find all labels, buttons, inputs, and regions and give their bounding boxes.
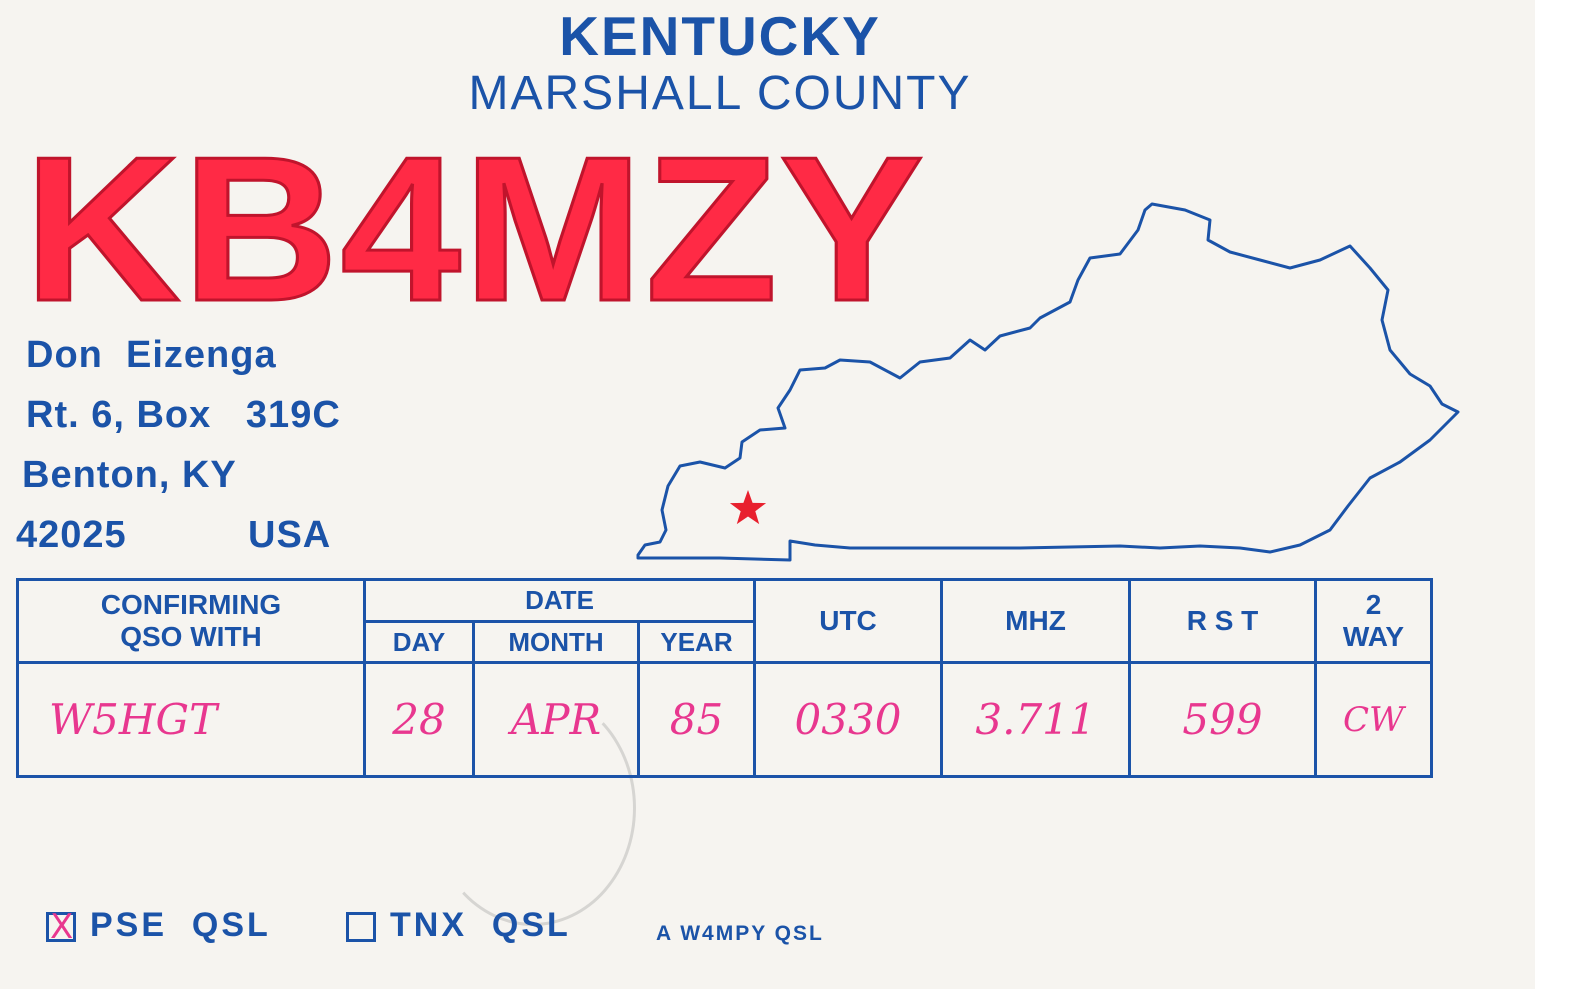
cell-rst: 599 <box>1128 661 1317 778</box>
header-date: DATE <box>363 578 756 623</box>
county-heading: MARSHALL COUNTY <box>468 67 972 120</box>
state-heading: KENTUCKY <box>559 5 881 67</box>
cell-mhz: 3.711 <box>940 661 1131 778</box>
header-year: YEAR <box>637 620 756 664</box>
address-city: Benton, KY <box>22 454 237 496</box>
qso-log-table: CONFIRMING QSO WITH DATE UTC MHZ R S T 2… <box>16 578 1433 778</box>
pse-qsl-check-mark: X <box>50 907 74 947</box>
callsign-title: KB4MZY <box>22 114 926 344</box>
pse-qsl-checkbox[interactable]: X <box>46 907 76 947</box>
cell-mode: CW <box>1314 661 1433 778</box>
cell-station: W5HGT <box>16 661 366 778</box>
postmark-stamp <box>430 690 636 926</box>
cell-utc: 0330 <box>753 661 943 778</box>
header-2-way: 2 WAY <box>1314 578 1433 664</box>
address-zip: 42025 <box>16 514 127 556</box>
cell-day: 28 <box>363 661 475 778</box>
pse-qsl-label: PSE QSL <box>90 906 271 944</box>
header-month: MONTH <box>472 620 640 664</box>
address-country: USA <box>248 514 332 556</box>
operator-name: Don Eizenga <box>26 334 277 376</box>
kentucky-map-icon <box>636 202 1460 562</box>
qsl-card: KENTUCKY MARSHALL COUNTY KB4MZY Don Eize… <box>0 0 1535 989</box>
benton-star-icon <box>729 490 767 525</box>
printer-credit: A W4MPY QSL <box>656 922 824 945</box>
header-utc: UTC <box>753 578 943 664</box>
header-mhz: MHZ <box>940 578 1131 664</box>
kentucky-outline <box>636 202 1460 562</box>
cell-year: 85 <box>637 661 756 778</box>
scan-margin <box>1535 0 1577 989</box>
header-day: DAY <box>363 620 475 664</box>
tnx-qsl-checkbox[interactable] <box>346 912 376 942</box>
tnx-qsl-label: TNX QSL <box>390 906 571 944</box>
address-street: Rt. 6, Box 319C <box>26 394 341 436</box>
table-row: W5HGT 28 APR 85 0330 3.711 599 CW <box>16 661 1433 778</box>
header-rst: R S T <box>1128 578 1317 664</box>
header-confirming-qso: CONFIRMING QSO WITH <box>16 578 366 664</box>
cell-month: APR <box>472 661 640 778</box>
